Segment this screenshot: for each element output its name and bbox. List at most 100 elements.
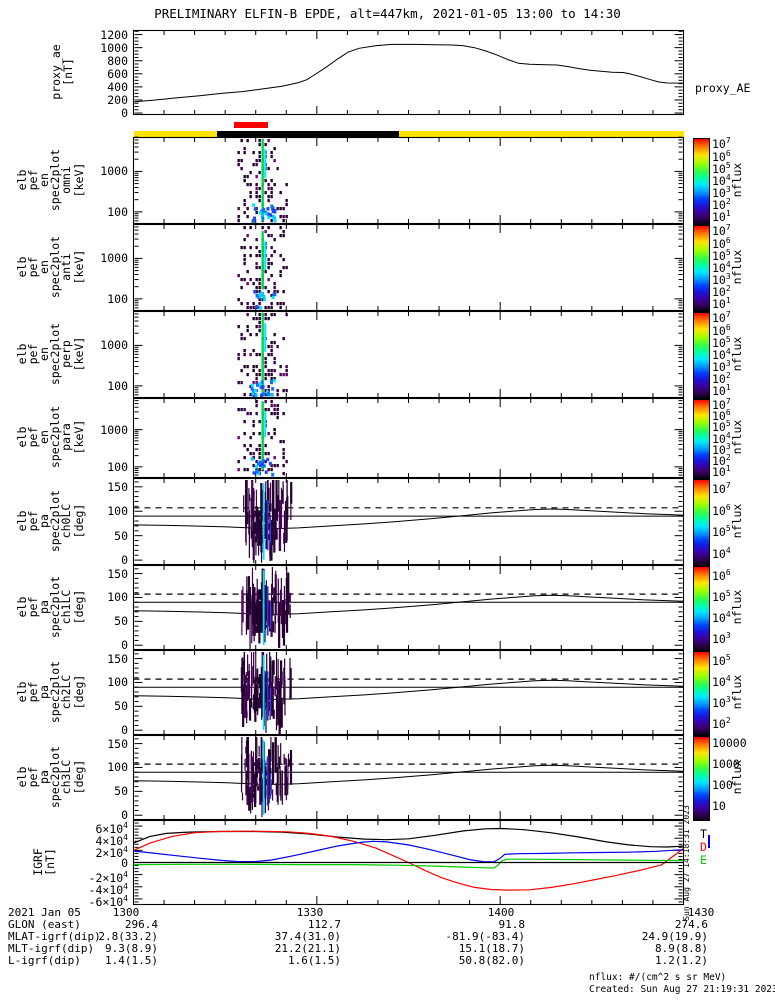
colorbar [693, 224, 710, 312]
bottom-row-label: 2021 Jan 05 [8, 906, 81, 919]
y-tick-label: -2×104 [88, 869, 128, 885]
colorbar-tick-label: 106 [712, 408, 731, 424]
y-tick-label: 200 [107, 92, 128, 107]
colorbar-tick-label: 104 [712, 259, 731, 275]
colorbar-tick-label: 107 [712, 136, 731, 152]
colorbar-tick-label: 105 [712, 524, 731, 540]
colorbar [693, 398, 710, 479]
y-tick-label: 0 [121, 106, 128, 121]
colorbar-tick-label: 103 [712, 359, 731, 374]
colorbar [693, 650, 710, 736]
y-tick-label: 1000 [100, 251, 128, 266]
panel-elb_pef_pa_spec2plot_ch2LC [132, 649, 685, 736]
bottom-value: 274.6 [674, 918, 708, 931]
colorbar-tick-label: 102 [712, 197, 731, 213]
bottom-value: -81.9(-83.4) [445, 930, 525, 943]
bottom-value: 1.4(1.5) [105, 954, 158, 967]
colorbar [693, 311, 710, 399]
panel-elb_pef_en_spec2plot_omni [132, 136, 685, 225]
bottom-value: 91.8 [498, 918, 526, 931]
colorbar-tick-label: 107 [712, 223, 731, 239]
colorbar-tick-label: 102 [712, 284, 731, 300]
colorbar-title: nflux [730, 589, 744, 624]
colorbar-title: nflux [730, 419, 744, 455]
bottom-row-label: GLON (east) [8, 918, 81, 931]
colorbar [693, 735, 710, 821]
colorbar-tick-label: 101 [712, 383, 731, 399]
colorbar-tick-label: 107 [712, 310, 731, 326]
panel-proxy_AE [132, 29, 685, 116]
colorbar-title: nflux [730, 162, 744, 197]
colorbar-tick-label: 106 [712, 567, 731, 583]
colorbar-tick-label: 105 [712, 652, 731, 668]
y-tick-label: 1000 [100, 164, 128, 179]
colorbar-tick-label: 106 [712, 502, 731, 518]
colorbar-tick-label: 102 [712, 716, 731, 732]
y-tick-label: 1000 [100, 40, 128, 55]
bottom-value: 1.6(1.5) [288, 954, 341, 967]
colorbar-title: nflux [730, 249, 744, 284]
bottom-value: 15.1(18.7) [458, 942, 525, 955]
colorbar-tick-label: 105 [712, 247, 731, 263]
colorbar-title: nflux [730, 336, 744, 371]
y-tick-label: 0 [121, 855, 128, 870]
y-tick-label: 100 [107, 204, 128, 219]
panel-elb_pef_en_spec2plot_anti [132, 223, 685, 312]
x-tick-label: 1300 [112, 906, 140, 919]
colorbar-tick-label: 106 [712, 322, 731, 338]
colorbar-tick-label: 106 [712, 148, 731, 164]
y-tick-label: 100 [107, 378, 128, 393]
bottom-value: 21.2(21.1) [274, 942, 341, 955]
y-tick-label: 100 [107, 291, 128, 306]
y-tick-label: -4×104 [88, 881, 128, 897]
y-tick-label: 100 [107, 675, 128, 690]
colorbar-tick-label: 101 [712, 464, 731, 480]
colorbar-tick-label: 102 [712, 453, 731, 468]
colorbar-title: nflux [730, 674, 744, 709]
colorbar [693, 565, 710, 651]
colorbar-tick-label: 104 [712, 546, 731, 561]
colorbar-tick-label: 105 [712, 160, 731, 176]
igrf-legend-blue-mark [708, 835, 710, 848]
bottom-row-label: MLAT-igrf(dip) [8, 930, 101, 943]
y-tick-label: 0 [121, 638, 128, 653]
y-tick-label: 0 [121, 808, 128, 823]
y-tick-label: 100 [107, 504, 128, 519]
colorbar-tick-label: 104 [712, 610, 731, 625]
x-tick-label: 1430 [687, 906, 715, 919]
bottom-value: 296.4 [124, 918, 158, 931]
colorbar-tick-label: 101 [712, 209, 731, 225]
y-tick-label: 4×104 [95, 833, 128, 849]
igrf-legend-T: T [700, 827, 707, 841]
bottom-value: 2.8(33.2) [98, 930, 158, 943]
science-zone-bar-red [233, 122, 269, 128]
bottom-value: 1.2(1.2) [655, 954, 708, 967]
y-tick-label: -6×104 [88, 893, 128, 909]
y-tick-label: 150 [107, 736, 128, 751]
panel-elb_pef_pa_spec2plot_ch1LC [132, 564, 685, 652]
science-zone-bar-black-segment [216, 131, 399, 137]
y-tick-label: 150 [107, 479, 128, 494]
y-tick-label: 150 [107, 651, 128, 666]
colorbar-tick-label: 106 [712, 235, 731, 251]
colorbar-tick-label: 103 [712, 185, 731, 200]
colorbar-tick-label: 103 [712, 272, 731, 287]
colorbar-tick-label: 1000 [712, 756, 740, 771]
colorbar-title: nflux [730, 759, 744, 794]
y-tick-label: 0 [121, 553, 128, 568]
bottom-value: 50.8(82.0) [458, 954, 525, 967]
bottom-value: 8.9(8.8) [655, 942, 708, 955]
colorbar-tick-label: 104 [712, 430, 731, 446]
y-tick-label: 2×104 [95, 845, 128, 861]
x-tick-label: 1400 [487, 906, 515, 919]
igrf-side-timestamp: Sun Aug 27 14:18:31 2023 [682, 804, 691, 921]
bottom-value: 24.9(19.9) [641, 930, 708, 943]
colorbar-tick-label: 104 [712, 673, 731, 689]
y-tick-label: 800 [107, 53, 128, 68]
bottom-row-label: L-igrf(dip) [8, 954, 81, 967]
units-note: nflux: #/(cm^2 s sr MeV) [589, 972, 727, 983]
y-tick-label: 0 [121, 723, 128, 738]
colorbar-tick-label: 107 [712, 480, 731, 496]
y-tick-label: 50 [114, 784, 128, 799]
